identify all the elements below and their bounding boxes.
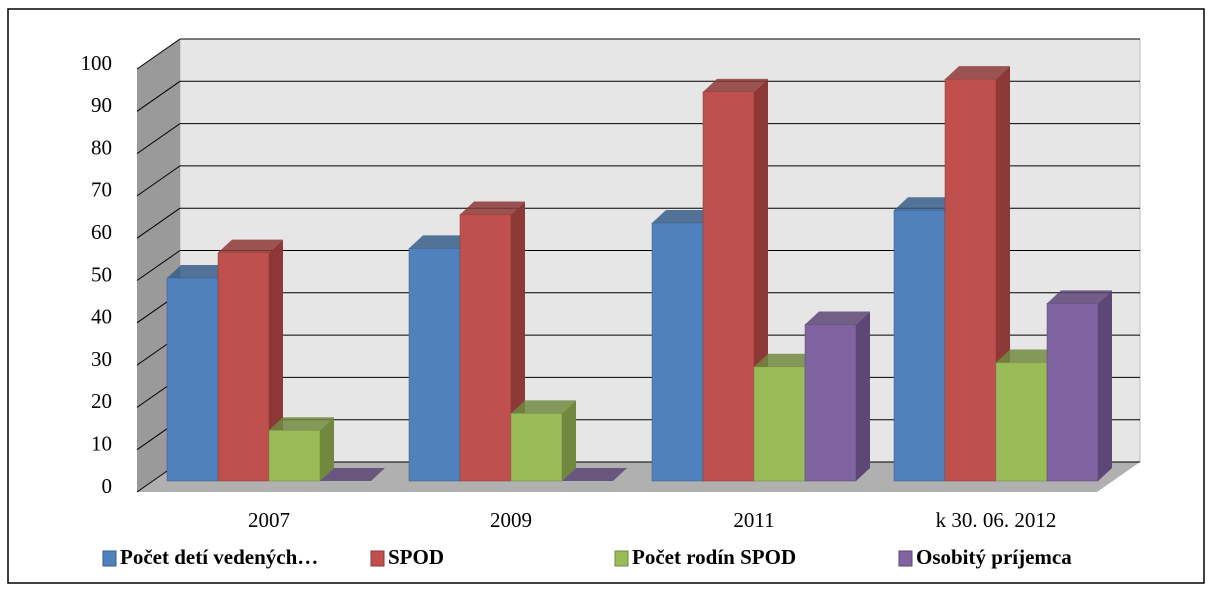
x-tick-label: 2009 (490, 508, 532, 532)
legend-label: Počet rodín SPOD (632, 545, 796, 569)
x-tick-label: 2011 (733, 508, 774, 532)
bar-top (996, 349, 1061, 363)
x-tick-label: 2007 (248, 508, 290, 532)
bar-top (805, 311, 870, 325)
bar-top (945, 66, 1010, 80)
y-tick-label: 0 (102, 474, 113, 498)
bar (408, 248, 461, 482)
bar-top (652, 209, 717, 223)
y-tick-label: 70 (91, 178, 112, 202)
y-tick-label: 50 (91, 262, 112, 286)
bar-side (562, 400, 576, 481)
bar-top (1047, 290, 1112, 304)
grid-line (136, 207, 181, 239)
legend-label: SPOD (388, 545, 444, 569)
bar-top (218, 239, 283, 253)
legend-label: Počet detí vedených… (120, 545, 318, 569)
bar (995, 362, 1048, 482)
bar (702, 91, 755, 482)
bar-top (409, 235, 474, 249)
bar (166, 277, 219, 482)
bar-side (320, 417, 334, 481)
bar (268, 429, 321, 482)
floor (137, 462, 1140, 492)
legend-swatch (102, 550, 117, 567)
legend-swatch (370, 550, 385, 567)
y-tick-label: 80 (91, 135, 112, 159)
bar (1046, 303, 1099, 482)
y-tick-label: 30 (91, 347, 112, 371)
legend-swatch (898, 550, 913, 567)
bar (753, 366, 806, 482)
bar (651, 222, 704, 482)
bar-top (894, 197, 959, 211)
bar-top (562, 468, 627, 481)
legend-label: Osobitý príjemca (916, 545, 1072, 569)
bar-top (511, 400, 576, 414)
bar-top (460, 201, 525, 215)
bar (893, 210, 946, 482)
y-tick-label: 60 (91, 220, 112, 244)
grid-line (136, 165, 181, 197)
y-tick-label: 90 (91, 93, 112, 117)
bar-top (754, 353, 819, 367)
y-tick-label: 20 (91, 389, 112, 413)
bar-top (703, 78, 768, 92)
bar (510, 413, 563, 482)
bar-side (1098, 290, 1112, 481)
bar (944, 78, 997, 482)
grid-line (136, 38, 181, 70)
bar (804, 324, 857, 482)
bar (459, 214, 512, 482)
x-tick-label: k 30. 06. 2012 (936, 508, 1057, 532)
y-tick-label: 100 (81, 51, 113, 75)
y-tick-label: 10 (91, 432, 112, 456)
bar-side (856, 311, 870, 481)
bar-top (269, 417, 334, 431)
bar-top (320, 468, 385, 481)
bar-top (167, 264, 232, 278)
grid-line (136, 80, 181, 112)
grid-line (136, 123, 181, 155)
y-tick-label: 40 (91, 305, 112, 329)
legend-swatch (614, 550, 629, 567)
bar (217, 252, 270, 482)
grid-line (136, 250, 181, 281)
